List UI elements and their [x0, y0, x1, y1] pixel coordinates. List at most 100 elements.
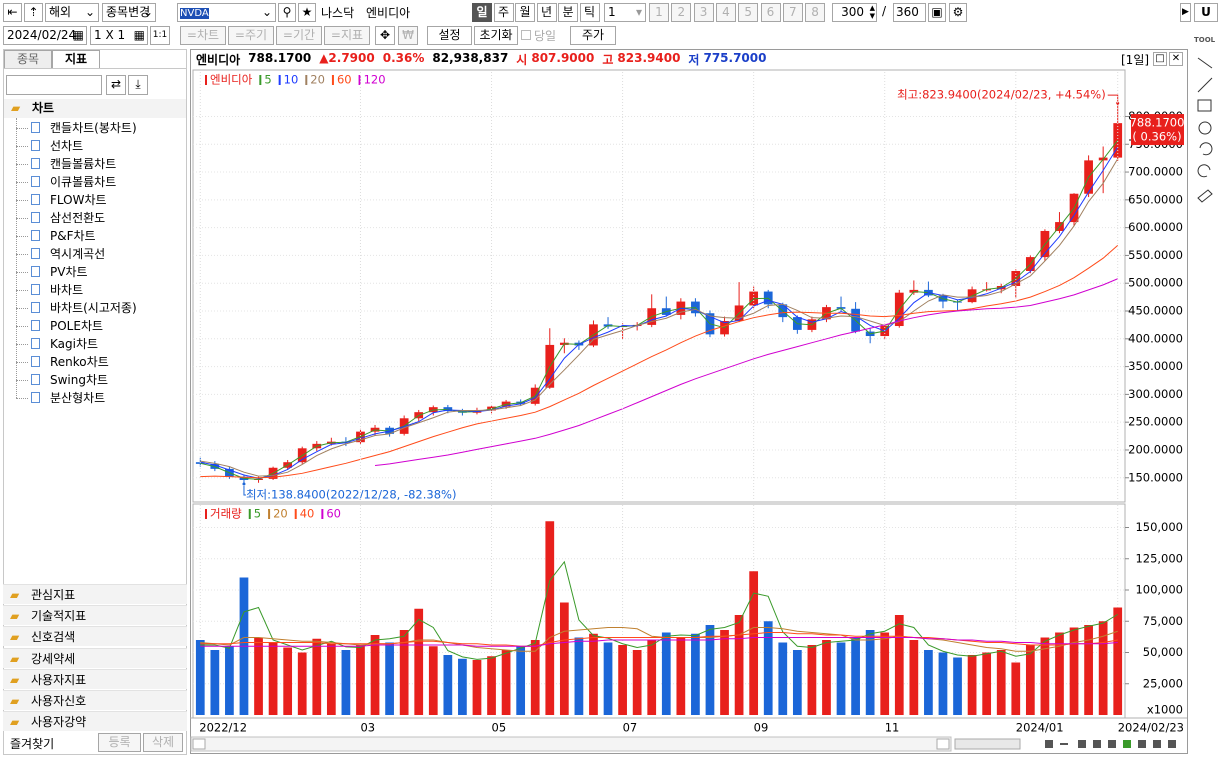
tree-item[interactable]: 선차트: [50, 139, 84, 153]
step-button[interactable]: 4: [715, 3, 736, 22]
tool-eraser[interactable]: [1197, 189, 1213, 203]
first-button[interactable]: ⇤: [3, 3, 22, 22]
today-checkbox[interactable]: [521, 30, 531, 40]
link-button[interactable]: =주기: [228, 26, 274, 45]
tree-root[interactable]: ▰ 차트: [4, 99, 186, 118]
folder[interactable]: 사용자신호 ▰: [3, 690, 187, 710]
period-button[interactable]: 월: [515, 3, 535, 22]
tree-item[interactable]: 캔들볼륨차트: [50, 157, 117, 171]
search-input[interactable]: [6, 75, 102, 95]
step-button[interactable]: 5: [738, 3, 759, 22]
folder[interactable]: 신호검색 ▰: [3, 626, 187, 647]
tab-active[interactable]: 지표: [52, 50, 100, 69]
date-input[interactable]: 2024/02/24 ▦: [3, 26, 87, 45]
reset-button[interactable]: 초기화: [474, 26, 518, 45]
folder[interactable]: 강세약세 ▰: [3, 647, 187, 668]
folder[interactable]: 관심지표 ▰: [3, 584, 187, 604]
step-button[interactable]: 6: [760, 3, 781, 22]
config-button[interactable]: ⚙: [949, 3, 967, 22]
tree-item[interactable]: 바차트: [50, 283, 84, 297]
tool-rect[interactable]: [1197, 99, 1212, 112]
step-button[interactable]: 3: [693, 3, 714, 22]
tree-item[interactable]: POLE차트: [50, 319, 104, 333]
delete-button[interactable]: 삭제: [143, 733, 183, 752]
link-button[interactable]: =기간: [276, 26, 322, 45]
tab-line: [4, 68, 186, 69]
folder[interactable]: 기술적지표 ▰: [3, 605, 187, 626]
tool-icons[interactable]: [1192, 50, 1220, 230]
tree-item[interactable]: 바차트(시고저종): [50, 301, 137, 315]
tree-icon: [31, 122, 40, 133]
save-button[interactable]: ▣: [928, 3, 946, 22]
search-button[interactable]: ⚲: [278, 3, 296, 22]
zoom-slider[interactable]: [954, 738, 1021, 750]
period-button[interactable]: 틱: [579, 3, 600, 22]
favorite-button[interactable]: ★: [298, 3, 316, 22]
market-select[interactable]: 해외 ⌄: [45, 3, 99, 22]
link-button[interactable]: =지표: [324, 26, 370, 45]
step-button[interactable]: 8: [805, 3, 826, 22]
step-button[interactable]: 1: [649, 3, 669, 22]
user-button[interactable]: U: [1194, 3, 1218, 22]
tree-connector: [16, 200, 28, 201]
volume-bar: [720, 630, 729, 715]
ratio-button[interactable]: 1:1: [150, 26, 170, 45]
maximize-button[interactable]: □: [1153, 52, 1167, 66]
step-button[interactable]: 2: [671, 3, 692, 22]
step-button[interactable]: 7: [782, 3, 803, 22]
move-button[interactable]: ✥: [375, 26, 395, 45]
tree-item[interactable]: Swing차트: [50, 373, 109, 387]
tool-circle[interactable]: [1198, 121, 1212, 135]
scroll-button[interactable]: ▶: [1180, 3, 1191, 22]
refresh-button[interactable]: ⇄: [106, 75, 126, 95]
period-count[interactable]: 1 ▾: [604, 3, 646, 22]
count-input[interactable]: 300 ▲ ▼: [832, 3, 877, 22]
up-button[interactable]: ⇡: [24, 3, 43, 22]
tab[interactable]: 종목: [4, 50, 52, 69]
scroll-right[interactable]: [936, 738, 950, 750]
tree-connector: [16, 344, 28, 345]
tree-item[interactable]: 캔들차트(봉차트): [50, 121, 137, 135]
layout-select[interactable]: 1 X 1 ▦: [90, 26, 148, 45]
volume-bar: [705, 625, 715, 715]
tree-item[interactable]: 분산형차트: [50, 391, 106, 405]
download-button[interactable]: ⤓: [128, 75, 148, 95]
folder[interactable]: 사용자지표 ▰: [3, 668, 187, 689]
tree-item[interactable]: 역시계곡선: [50, 247, 106, 261]
tree-item[interactable]: FLOW차트: [50, 193, 107, 207]
tool-trend[interactable]: [1197, 77, 1213, 93]
price-button[interactable]: 주가: [570, 26, 616, 45]
tree-item[interactable]: PV차트: [50, 265, 88, 279]
close-button[interactable]: ✕: [1169, 52, 1183, 66]
max-count[interactable]: 360: [893, 3, 926, 22]
tool-undo[interactable]: [1199, 142, 1213, 156]
period-button[interactable]: 일: [472, 3, 492, 22]
period-button[interactable]: 년: [536, 3, 557, 22]
period-button[interactable]: 분: [558, 3, 578, 22]
symbol-input[interactable]: NVDA ⌄: [177, 3, 276, 22]
change-symbol[interactable]: 종목변경 ⌄: [102, 3, 156, 22]
volume-bar: [1069, 627, 1079, 715]
scrollbar[interactable]: [190, 736, 952, 752]
volume-bar: [792, 650, 802, 715]
tool-line[interactable]: [1197, 57, 1213, 69]
period-button[interactable]: 주: [493, 3, 514, 22]
add-button[interactable]: 등록: [98, 733, 141, 752]
tool-redo[interactable]: [1197, 164, 1211, 178]
tree-item[interactable]: P&F차트: [50, 229, 96, 243]
scroll-left[interactable]: [192, 738, 206, 750]
volume-bar: [283, 647, 293, 715]
folder[interactable]: 사용자강약 ▰: [3, 711, 187, 732]
tree-item[interactable]: 삼선전환도: [50, 211, 106, 225]
info-open: 807.9000: [531, 51, 595, 65]
tree-item[interactable]: Kagi차트: [50, 337, 99, 351]
volume-bar: [632, 650, 642, 715]
tree-item[interactable]: 이큐볼륨차트: [50, 175, 117, 189]
won-button[interactable]: ₩: [398, 26, 418, 45]
zoom-buttons[interactable]: [1045, 740, 1176, 748]
link-button[interactable]: =차트: [180, 26, 226, 45]
info-change-pct: 0.36%: [382, 51, 425, 65]
settings-button[interactable]: 설정: [427, 26, 472, 45]
tree-item[interactable]: Renko차트: [50, 355, 109, 369]
